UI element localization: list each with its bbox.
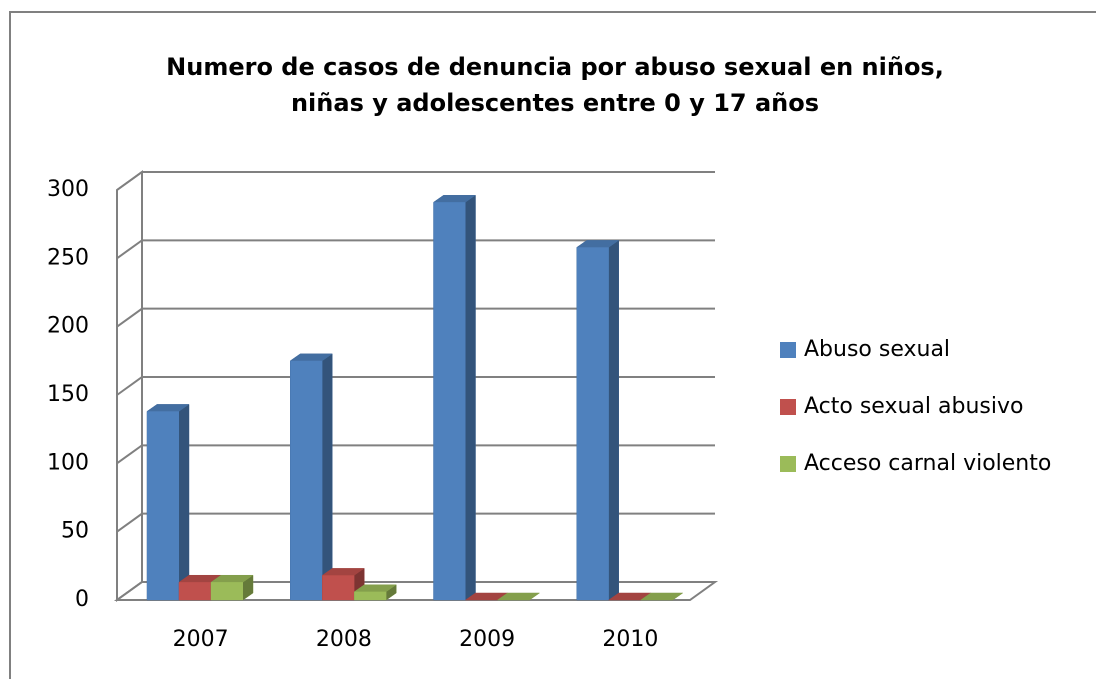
- bar-top: [211, 575, 253, 583]
- x-tick-label: 2010: [602, 627, 658, 652]
- y-tick-label: 50: [61, 519, 89, 544]
- bar-top: [497, 593, 540, 600]
- grid-line: [116, 307, 715, 328]
- bar-front: [322, 575, 355, 600]
- chart-frame: [9, 11, 1096, 679]
- grid-line: [116, 444, 715, 465]
- x-tick-label: 2007: [173, 627, 229, 652]
- grid-line: [116, 239, 715, 260]
- legend-swatch: [780, 342, 796, 358]
- bar-side: [386, 584, 397, 600]
- bar-front: [576, 247, 609, 600]
- bar-top: [290, 353, 333, 361]
- bar-top: [465, 593, 508, 600]
- bar-top: [433, 195, 476, 203]
- bar-side: [608, 240, 619, 600]
- bar-top: [147, 404, 189, 412]
- grid-line: [116, 512, 715, 533]
- bar-top: [576, 240, 619, 248]
- legend-swatch: [780, 399, 796, 415]
- x-tick-label: 2008: [316, 627, 372, 652]
- bar-side: [465, 195, 476, 601]
- legend-label: Acceso carnal violento: [804, 451, 1051, 476]
- y-tick-label: 150: [47, 382, 89, 407]
- bar-front: [354, 591, 387, 600]
- legend-swatch: [780, 456, 796, 472]
- y-tick-label: 200: [47, 314, 89, 339]
- bar-front: [211, 582, 243, 600]
- bar-side: [179, 404, 189, 600]
- bar-top: [354, 584, 397, 592]
- legend-label: Acto sexual abusivo: [804, 394, 1023, 419]
- chart-title: Numero de casos de denuncia por abuso se…: [166, 53, 944, 81]
- y-tick-label: 250: [47, 245, 89, 270]
- bar-top: [640, 593, 683, 600]
- x-tick-label: 2009: [459, 627, 515, 652]
- bar-top: [608, 593, 651, 600]
- y-tick-label: 100: [47, 450, 89, 475]
- bar-top: [179, 575, 221, 583]
- bar-front: [290, 360, 323, 600]
- chart-title: niñas y adolescentes entre 0 y 17 años: [291, 89, 819, 117]
- y-tick-label: 0: [75, 587, 89, 612]
- bar-side: [243, 575, 253, 600]
- y-tick-label: 300: [47, 177, 89, 202]
- grid-line: [116, 581, 715, 601]
- bar-front: [433, 202, 466, 601]
- bar-top: [322, 568, 365, 576]
- grid-line: [116, 376, 715, 396]
- bar-front: [179, 582, 211, 600]
- bar-front: [147, 411, 179, 600]
- bar-side: [322, 353, 333, 600]
- legend-label: Abuso sexual: [804, 337, 950, 362]
- grid-line: [116, 171, 715, 191]
